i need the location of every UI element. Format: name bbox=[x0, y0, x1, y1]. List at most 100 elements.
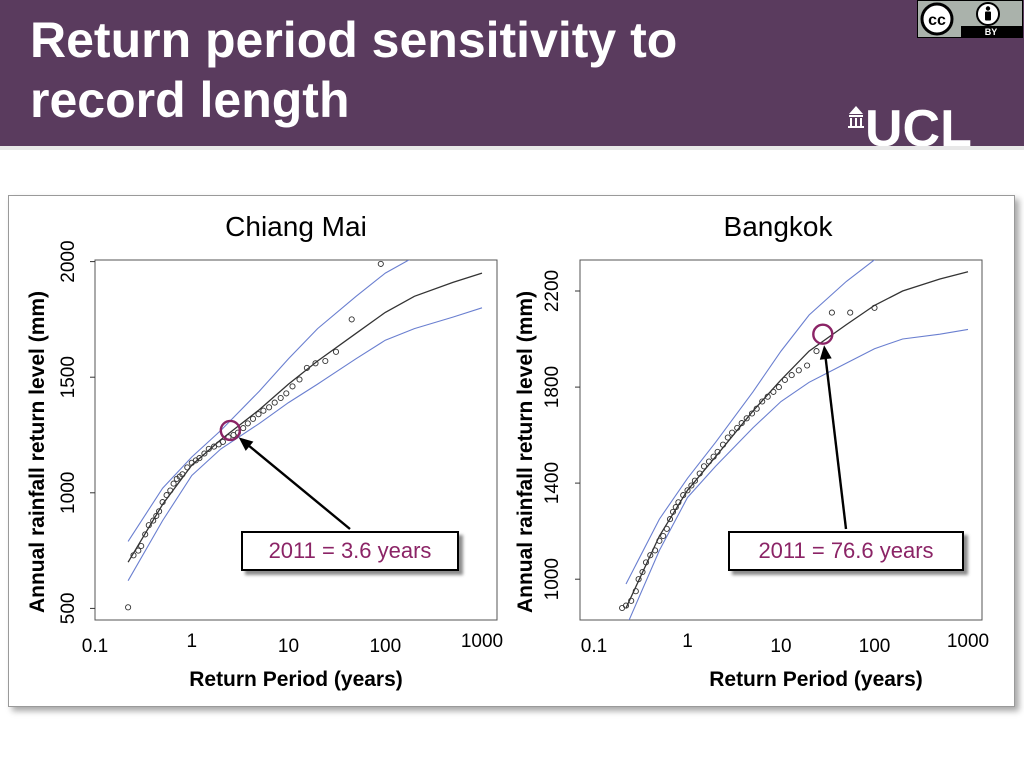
annotation-callout-chiang-mai: 2011 = 3.6 years bbox=[241, 531, 459, 571]
x-tick-label: 1 bbox=[682, 631, 693, 652]
chart-chiang-mai: Chiang Mai Annual rainfall return level … bbox=[26, 211, 503, 691]
ucl-logo-text: UCL bbox=[865, 100, 972, 146]
annotation-arrow bbox=[823, 350, 848, 530]
y-tick-label: 1500 bbox=[58, 356, 79, 398]
data-point bbox=[813, 348, 820, 355]
data-point bbox=[138, 542, 145, 550]
slide-header bbox=[0, 0, 1024, 146]
x-axis-label-bangkok: Return Period (years) bbox=[709, 668, 923, 691]
x-tick-label: 100 bbox=[369, 636, 401, 657]
data-point bbox=[688, 482, 695, 489]
data-point bbox=[738, 420, 745, 427]
data-point bbox=[828, 309, 835, 316]
chart-bangkok: Bangkok Annual rainfall return level (mm… bbox=[514, 211, 989, 691]
data-point bbox=[150, 517, 157, 524]
x-tick-label: 1000 bbox=[947, 631, 989, 652]
header-divider bbox=[0, 146, 1024, 150]
title-line-2: record length bbox=[30, 72, 350, 128]
ucl-logo: UCL bbox=[848, 100, 972, 146]
plot-area-chiang-mai bbox=[94, 259, 498, 621]
annotation-callout-bangkok: 2011 = 76.6 years bbox=[728, 531, 964, 571]
data-point bbox=[266, 404, 273, 411]
data-point bbox=[680, 492, 687, 499]
data-point bbox=[781, 376, 788, 383]
x-tick-label: 1000 bbox=[461, 631, 503, 652]
data-point bbox=[691, 477, 698, 484]
data-point bbox=[770, 388, 777, 395]
title-line-1: Return period sensitivity to bbox=[30, 12, 678, 68]
data-point bbox=[167, 487, 174, 494]
data-point bbox=[170, 480, 177, 487]
data-point bbox=[179, 471, 186, 478]
x-tick-label: 100 bbox=[859, 636, 891, 657]
data-point bbox=[153, 512, 160, 519]
data-point bbox=[647, 552, 654, 559]
x-tick-label: 0.1 bbox=[581, 636, 607, 657]
chart-title-chiang-mai: Chiang Mai bbox=[225, 211, 367, 242]
data-point bbox=[804, 362, 811, 369]
plot-marks bbox=[125, 260, 483, 611]
y-tick-label: 1000 bbox=[58, 472, 79, 514]
data-point bbox=[142, 531, 149, 538]
data-point bbox=[775, 384, 782, 391]
data-point bbox=[210, 443, 218, 450]
y-axis-label-chiang-mai: Annual rainfall return level (mm) bbox=[26, 291, 49, 613]
data-point bbox=[289, 383, 296, 390]
data-point bbox=[622, 602, 630, 609]
data-point bbox=[312, 360, 319, 367]
highlight-circle bbox=[219, 419, 242, 442]
data-point bbox=[666, 516, 674, 523]
x-tick-label: 10 bbox=[770, 636, 791, 657]
data-point bbox=[652, 547, 659, 554]
plot-marks bbox=[619, 260, 969, 620]
data-point bbox=[734, 424, 741, 431]
y-tick-label: 1000 bbox=[542, 558, 563, 600]
chart-title-bangkok: Bangkok bbox=[724, 211, 834, 242]
data-point bbox=[184, 464, 191, 471]
data-point bbox=[125, 604, 132, 611]
data-point bbox=[145, 522, 152, 529]
data-point bbox=[271, 399, 278, 406]
data-point bbox=[743, 415, 750, 422]
y-tick-label: 2000 bbox=[58, 240, 79, 282]
data-point bbox=[163, 492, 170, 499]
data-point bbox=[244, 420, 251, 427]
data-point bbox=[656, 537, 663, 544]
data-point bbox=[348, 316, 355, 323]
data-point bbox=[788, 372, 795, 379]
data-point bbox=[847, 309, 854, 316]
data-point bbox=[255, 411, 262, 418]
x-tick-label: 10 bbox=[278, 636, 299, 657]
y-tick-label: 2200 bbox=[542, 270, 563, 312]
data-point bbox=[753, 405, 760, 412]
data-point bbox=[201, 450, 208, 457]
data-point bbox=[377, 260, 384, 267]
data-point bbox=[296, 376, 303, 383]
data-point bbox=[219, 438, 226, 445]
x-tick-label: 1 bbox=[187, 631, 198, 652]
highlight-circle bbox=[812, 323, 834, 345]
data-point bbox=[705, 458, 713, 465]
data-point bbox=[700, 463, 708, 470]
confidence-line-lower bbox=[628, 328, 969, 620]
data-point bbox=[205, 445, 212, 452]
data-point bbox=[795, 367, 802, 374]
plot-area-bangkok bbox=[579, 259, 983, 621]
confidence-line-lower bbox=[127, 307, 483, 581]
portico-icon bbox=[848, 106, 864, 128]
y-tick-label: 1400 bbox=[542, 462, 563, 504]
plot-content-bangkok: 1000 1400 1800 2200 0.1 1 10 100 1000 bbox=[542, 260, 989, 657]
data-point bbox=[672, 504, 679, 511]
data-point bbox=[159, 499, 166, 506]
data-point bbox=[240, 425, 247, 432]
data-point bbox=[322, 357, 329, 365]
slide-title: Return period sensitivity to record leng… bbox=[30, 10, 850, 130]
data-point bbox=[684, 487, 691, 494]
data-point bbox=[277, 394, 284, 402]
data-point bbox=[639, 568, 646, 576]
data-point bbox=[249, 415, 257, 422]
data-point bbox=[669, 508, 677, 515]
data-point bbox=[759, 398, 766, 405]
data-point bbox=[303, 364, 310, 371]
